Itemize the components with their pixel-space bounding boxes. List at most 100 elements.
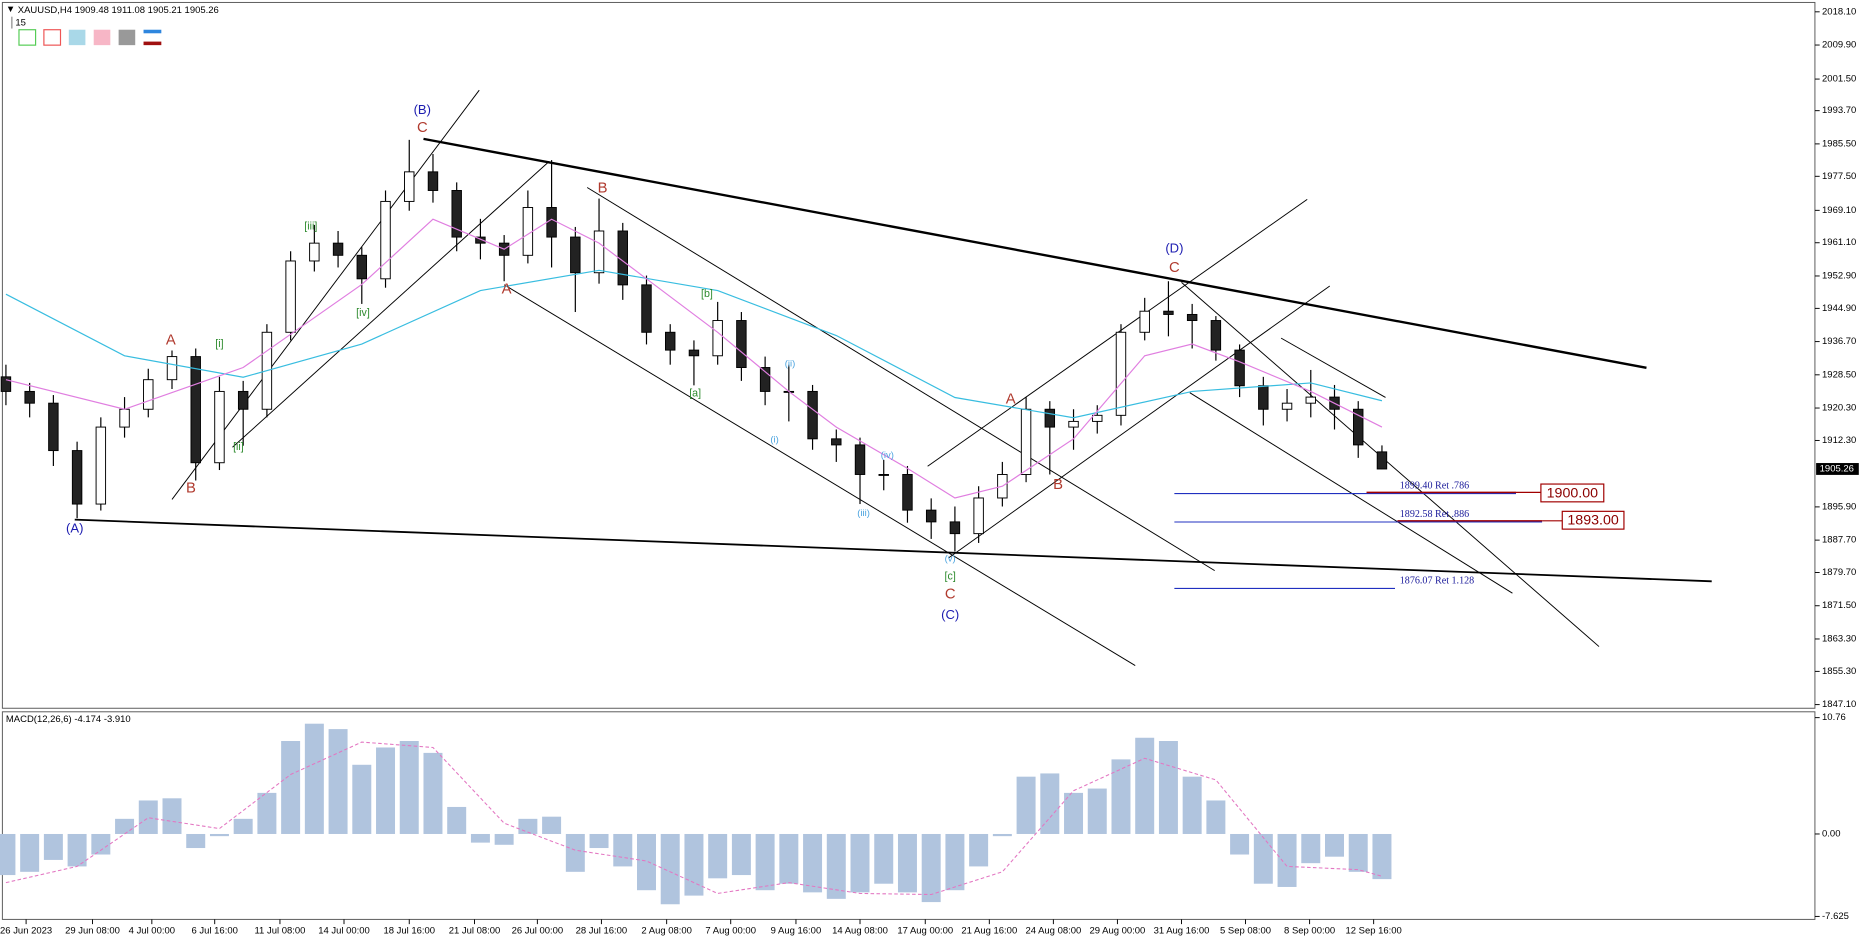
candle-body [0,376,12,392]
wave-label: A [1006,392,1016,408]
macd-bar [304,723,324,834]
wave-label: (D) [1165,241,1183,256]
macd-bar [660,833,680,905]
wave-label: [i] [215,338,223,350]
candle-body [214,390,225,464]
macd-bar [565,833,585,872]
y-tick-label: 1977.50 [1822,171,1856,182]
macd-bar [803,833,823,893]
macd-bar [67,833,87,867]
wave-label: (v) [945,553,956,564]
icon[interactable] [143,41,162,46]
macd-bar [233,818,253,834]
x-tick-label: 14 Jul 00:00 [318,926,370,937]
candle-body [48,402,59,452]
menu-arrow[interactable]: ▼ [6,4,15,15]
y-tick-label: -7.625 [1822,911,1849,922]
candle-body [1139,310,1150,333]
candle-body [570,236,581,274]
y-tick-label: 1847.10 [1822,699,1856,710]
macd-bar [43,833,63,860]
icon[interactable] [18,29,37,46]
y-tick-label: 0.00 [1822,828,1840,839]
macd-bar [186,833,206,849]
wave-label: (i) [770,435,778,446]
channel-line [232,161,550,448]
candle-body [404,171,415,202]
x-tick-label: 5 Sep 08:00 [1220,926,1271,937]
macd-bar [897,833,917,893]
wave-label: [b] [701,288,713,300]
target-label: 1900.00 [1547,485,1598,501]
icon[interactable] [43,29,62,46]
x-tick-label: 8 Sep 00:00 [1284,926,1335,937]
candle-body [95,426,107,505]
candle-body [925,509,937,523]
icon[interactable] [118,29,136,46]
x-tick-label: 21 Aug 16:00 [961,926,1017,937]
macd-bar [470,833,490,843]
wave-label: [ii] [233,441,244,453]
y-tick-label: 2009.90 [1822,40,1856,51]
candle-body [451,190,462,238]
macd-bar [637,833,656,891]
macd-bar [542,816,562,834]
moving-average [5,218,1383,499]
candle-body [902,474,913,511]
macd-bar [1064,792,1084,834]
period-box[interactable]: 15 [15,18,26,29]
wave-label: (C) [941,607,959,622]
signal-last: -3.910 [104,713,131,724]
macd-bar [494,833,514,845]
macd-bar [969,833,989,867]
x-tick-label: 14 Aug 08:00 [832,926,888,937]
macd-bar [1158,740,1178,834]
wave-label: (B) [414,102,431,117]
wave-label: A [166,332,176,348]
target-box [1540,483,1605,503]
y-tick-label: 1961.10 [1822,237,1856,248]
macd-bar [352,764,372,834]
candle-body [166,356,178,381]
candle-body [285,260,296,333]
wave-label: B [1053,477,1063,493]
y-tick-label: 1928.50 [1822,369,1856,380]
candle-body [949,521,961,535]
candle-body [1044,408,1056,428]
candle-body [1281,402,1293,410]
candle-body [854,444,866,475]
candle-body [475,236,486,244]
x-tick-label: 11 Jul 08:00 [255,926,306,937]
y-tick-label: 1936.70 [1822,336,1856,347]
toolbar-icons [18,29,162,46]
candle-body [831,438,842,446]
y-tick-label: 1920.30 [1822,403,1856,414]
y-tick-label: 1863.30 [1822,633,1856,644]
wave-label: C [417,120,428,136]
candle-body [641,284,652,333]
macd-bar [20,833,40,872]
candle-body [1305,396,1316,404]
fib-label: 1899.40 Ret .786 [1400,481,1469,492]
wave-label: [c] [945,570,956,582]
wave-label: [iv] [356,307,370,319]
icon[interactable] [143,29,162,34]
icon[interactable] [93,29,111,46]
candle-body [1258,385,1269,410]
candle-body [143,379,154,410]
x-tick-label: 7 Aug 00:00 [705,926,756,937]
icon[interactable] [68,29,86,46]
x-tick-label: 29 Jun 08:00 [65,926,120,937]
candle-body [759,367,771,392]
candle-body [688,349,700,357]
channel-line [1280,337,1386,398]
channel-line [586,187,1215,572]
trend-line [423,137,1647,369]
fib-label: 1892.58 Ret .886 [1400,509,1469,520]
macd-bar [376,747,396,834]
candle-body [973,497,984,535]
macd-last: -4.174 [74,713,101,724]
candle-body [119,408,130,428]
